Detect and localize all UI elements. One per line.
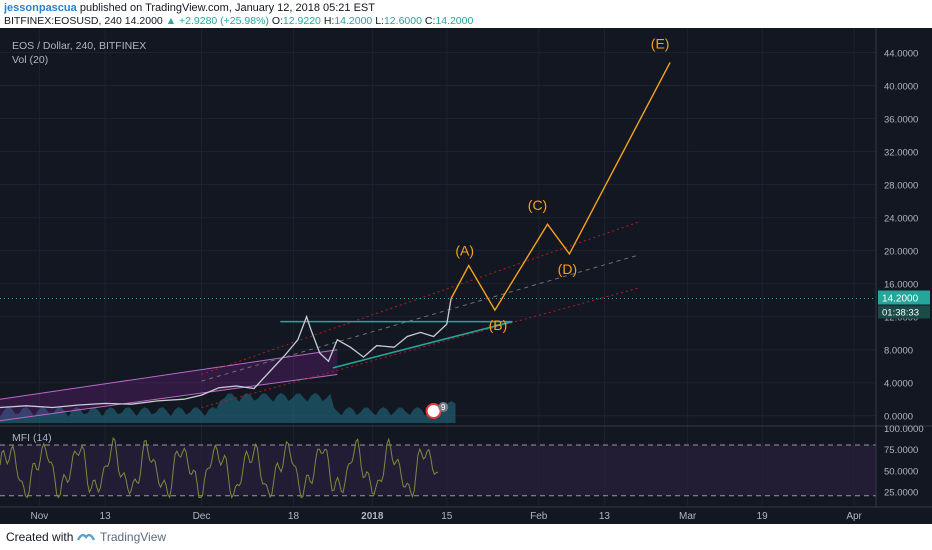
mfi-legend[interactable]: MFI (14)	[12, 432, 52, 444]
volume-area	[0, 393, 456, 423]
high-label: H:	[323, 15, 335, 27]
low-label: L:	[375, 15, 384, 27]
trend-channels	[0, 221, 640, 422]
countdown-tag	[878, 305, 930, 319]
open-label: O:	[271, 15, 283, 27]
last-price: 14.2000	[124, 15, 163, 27]
chart-title[interactable]: EOS / Dollar, 240, BITFINEX	[12, 40, 147, 52]
volume-legend[interactable]: Vol (20)	[12, 54, 49, 66]
wave-label: (D)	[558, 261, 577, 277]
triangle-support	[332, 320, 513, 369]
event-count: 9	[441, 403, 446, 412]
wave-label: (E)	[651, 35, 670, 51]
y-tick-label: 44.0000	[884, 49, 918, 60]
elliott-wave-projection: (A) (B) (C) (D) (E) 9	[425, 35, 671, 419]
wave-label: (A)	[455, 242, 474, 258]
tradingview-logo-icon	[76, 530, 96, 545]
y-tick-label: 16.0000	[884, 280, 918, 291]
author-link[interactable]: jessonpascua	[4, 2, 77, 14]
x-tick-label: Dec	[193, 511, 211, 522]
volume-bars	[0, 393, 456, 423]
x-tick-label: 2018	[361, 511, 384, 522]
red-channel-bottom	[201, 287, 640, 408]
price-series	[0, 298, 876, 409]
x-tick-label: 13	[599, 511, 611, 522]
close-value: 14.2000	[435, 15, 474, 27]
high-value: 14.2000	[334, 15, 373, 27]
x-tick-label: 13	[100, 511, 112, 522]
y-tick-label: 24.0000	[884, 214, 918, 225]
price-line	[0, 298, 452, 409]
event-count-badge	[438, 402, 449, 412]
open-value: 12.9220	[282, 15, 321, 27]
y-tick-label: 40.0000	[884, 82, 918, 93]
y-tick-label: 36.0000	[884, 115, 918, 126]
created-with-text: Created with	[6, 530, 74, 544]
price-tag-value: 14.2000	[882, 294, 919, 305]
tradingview-brand[interactable]: TradingView	[100, 530, 167, 544]
wave-label: (C)	[528, 197, 547, 213]
y-tick-label: 20.0000	[884, 247, 918, 258]
mfi-pane	[0, 436, 876, 499]
x-tick-label: 19	[757, 511, 769, 522]
purple-channel	[0, 349, 338, 421]
close-label: C:	[424, 15, 436, 27]
channel-bottom-line	[0, 373, 338, 422]
mfi-tick-label: 100.0000	[884, 424, 924, 435]
price-tag	[878, 290, 930, 305]
price-change: ▲ +2.9280 (+25.98%)	[165, 15, 269, 27]
x-tick-label: 15	[441, 511, 453, 522]
symbol-line: BITFINEX:EOSUSD, 240 14.2000 ▲ +2.9280 (…	[4, 15, 473, 27]
low-value: 12.6000	[383, 15, 422, 27]
y-tick-label: 4.0000	[884, 379, 913, 390]
median-line	[201, 254, 640, 382]
mfi-tick-label: 25.0000	[884, 488, 918, 499]
y-tick-label: 32.0000	[884, 148, 918, 159]
mfi-tick-label: 75.0000	[884, 445, 918, 456]
mfi-line	[0, 436, 439, 499]
published-text: published on TradingView.com, January 12…	[79, 2, 375, 14]
countdown-value: 01:38:33	[882, 308, 919, 319]
x-tick-label: Feb	[530, 511, 548, 522]
publish-line: jessonpascua published on TradingView.co…	[4, 2, 375, 14]
symbol-label: BITFINEX:EOSUSD, 240	[4, 15, 122, 27]
wave-line	[450, 62, 671, 312]
chart-canvas[interactable]: (A)(B)(C)(D)(E)9 0.00004.00008.000012.00…	[0, 28, 932, 524]
y-tick-label: 28.0000	[884, 181, 918, 192]
axes: 0.00004.00008.000012.000016.000020.00002…	[0, 28, 932, 522]
x-tick-label: Apr	[846, 511, 862, 522]
y-tick-label: 0.0000	[884, 412, 913, 423]
chart-svg[interactable]: (A)(B)(C)(D)(E)9 0.00004.00008.000012.00…	[0, 28, 932, 524]
mfi-band	[0, 444, 876, 496]
x-tick-label: Mar	[679, 511, 697, 522]
footer: Created with TradingView	[0, 524, 932, 550]
wave-label: (B)	[489, 317, 508, 333]
x-tick-label: Nov	[31, 511, 49, 522]
mfi-tick-label: 50.0000	[884, 466, 918, 477]
y-tick-label: 8.0000	[884, 346, 913, 357]
publish-header: jessonpascua published on TradingView.co…	[0, 0, 932, 28]
grid-lines	[0, 28, 876, 506]
x-tick-label: 18	[288, 511, 300, 522]
